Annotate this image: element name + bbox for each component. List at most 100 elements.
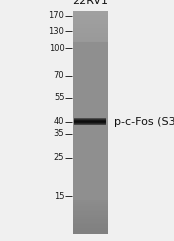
Bar <box>74 125 106 126</box>
Bar <box>73 16 108 18</box>
Bar <box>73 139 108 141</box>
Bar <box>73 170 108 173</box>
Bar <box>73 103 108 106</box>
Bar <box>73 222 108 224</box>
Bar <box>73 131 108 134</box>
Text: 170: 170 <box>49 11 64 20</box>
Bar <box>73 165 108 167</box>
Bar <box>73 70 108 72</box>
Bar <box>73 155 108 158</box>
Bar <box>73 107 108 109</box>
Bar <box>73 198 108 200</box>
Bar <box>73 124 108 126</box>
Bar <box>74 121 106 122</box>
Bar <box>73 208 108 210</box>
Bar <box>73 26 108 27</box>
Bar <box>73 232 108 234</box>
Bar <box>73 144 108 147</box>
Bar <box>73 100 108 102</box>
Bar <box>73 76 108 78</box>
Bar <box>74 121 106 122</box>
Bar <box>73 183 108 186</box>
Text: 70: 70 <box>54 71 64 80</box>
Bar <box>73 48 108 50</box>
Text: 40: 40 <box>54 117 64 126</box>
Bar <box>73 221 108 223</box>
Bar <box>73 142 108 145</box>
Bar <box>73 135 108 137</box>
Bar <box>73 53 108 55</box>
Bar <box>73 46 108 48</box>
Bar <box>73 161 108 163</box>
Bar <box>73 118 108 120</box>
Bar <box>73 193 108 195</box>
Bar <box>74 120 106 121</box>
Bar <box>73 120 108 122</box>
Bar <box>73 196 108 199</box>
Bar <box>73 180 108 182</box>
Bar <box>73 187 108 189</box>
Bar <box>73 39 108 40</box>
Text: 22RV1: 22RV1 <box>73 0 108 6</box>
Bar <box>73 230 108 232</box>
Bar <box>73 185 108 187</box>
Bar <box>73 141 108 143</box>
Bar <box>73 204 108 206</box>
Bar <box>73 68 108 70</box>
Bar <box>73 74 108 76</box>
Bar <box>73 33 108 35</box>
Bar <box>73 176 108 178</box>
Bar <box>73 37 108 39</box>
Bar <box>74 124 106 125</box>
Bar <box>73 172 108 174</box>
Bar <box>73 146 108 148</box>
Bar <box>73 31 108 33</box>
Bar <box>73 85 108 87</box>
Bar <box>73 189 108 191</box>
Text: 100: 100 <box>49 44 64 53</box>
Bar <box>73 52 108 54</box>
Bar <box>73 226 108 228</box>
Bar <box>73 96 108 98</box>
Bar <box>73 72 108 74</box>
Bar <box>73 191 108 193</box>
Bar <box>73 219 108 221</box>
Bar <box>73 206 108 208</box>
Bar <box>73 55 108 57</box>
Bar <box>73 194 108 197</box>
Bar <box>74 123 106 124</box>
Bar <box>73 42 108 44</box>
Bar <box>73 163 108 165</box>
Bar <box>73 126 108 128</box>
Bar <box>73 79 108 81</box>
Bar <box>73 181 108 184</box>
Bar <box>73 213 108 215</box>
Bar <box>74 118 106 119</box>
Bar <box>73 202 108 204</box>
Bar <box>73 113 108 115</box>
Bar <box>73 105 108 107</box>
Bar <box>73 92 108 94</box>
Bar <box>73 66 108 68</box>
Bar <box>73 24 108 26</box>
Text: 130: 130 <box>49 27 64 36</box>
Bar <box>73 65 108 67</box>
Bar <box>73 209 108 212</box>
Bar <box>73 159 108 161</box>
Text: 55: 55 <box>54 93 64 102</box>
Bar <box>74 120 106 121</box>
Bar <box>73 78 108 80</box>
Bar <box>73 129 108 132</box>
Bar <box>73 44 108 46</box>
Bar <box>73 148 108 150</box>
Bar <box>73 59 108 61</box>
Bar <box>73 128 108 130</box>
Bar <box>73 137 108 139</box>
Bar <box>73 50 108 52</box>
Bar <box>74 124 106 125</box>
Bar <box>73 109 108 111</box>
Bar <box>73 154 108 156</box>
Bar <box>73 94 108 96</box>
Bar <box>73 211 108 213</box>
Bar <box>73 29 108 31</box>
